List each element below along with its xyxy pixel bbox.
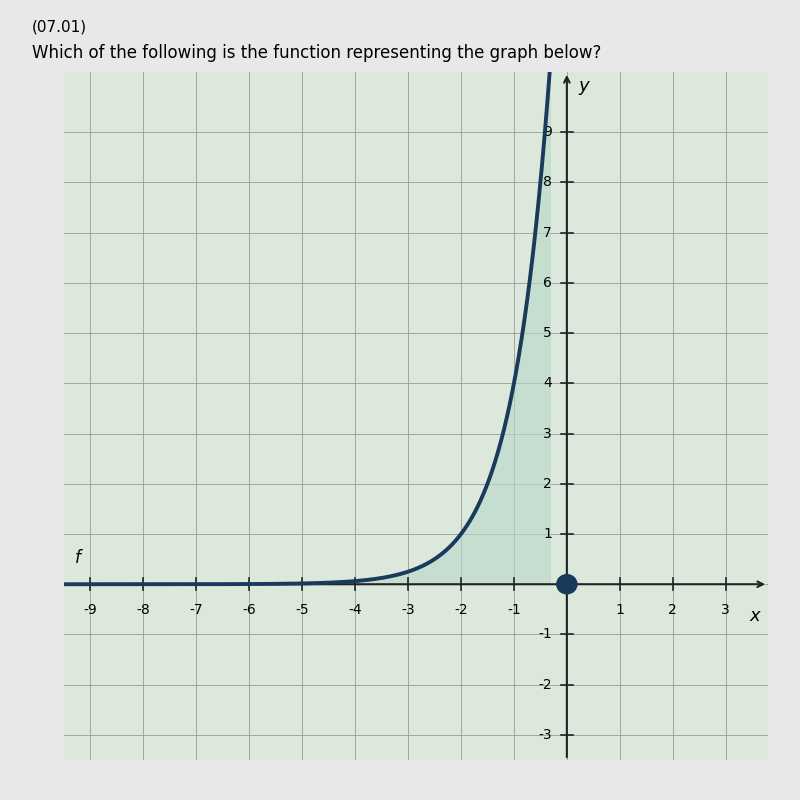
Text: 7: 7 [543,226,552,240]
Text: y: y [578,77,589,95]
Text: -3: -3 [538,728,552,742]
Text: 6: 6 [543,276,552,290]
Text: 1: 1 [615,603,624,618]
Text: -2: -2 [538,678,552,692]
Text: 2: 2 [668,603,677,618]
Text: -1: -1 [507,603,521,618]
Text: -5: -5 [295,603,309,618]
Text: -2: -2 [454,603,468,618]
Text: 4: 4 [543,376,552,390]
Text: 3: 3 [543,426,552,441]
Text: (07.01): (07.01) [32,20,87,35]
Text: 8: 8 [543,175,552,190]
Text: 1: 1 [543,527,552,541]
Text: x: x [750,607,760,625]
Text: -3: -3 [402,603,415,618]
Text: 3: 3 [722,603,730,618]
Text: Which of the following is the function representing the graph below?: Which of the following is the function r… [32,44,602,62]
Text: 5: 5 [543,326,552,340]
Text: -8: -8 [137,603,150,618]
Text: f: f [74,549,81,566]
Text: 9: 9 [543,126,552,139]
Text: -1: -1 [538,627,552,642]
Text: -7: -7 [190,603,203,618]
Text: -6: -6 [242,603,256,618]
Text: 2: 2 [543,477,552,490]
Text: -4: -4 [348,603,362,618]
Text: -9: -9 [83,603,98,618]
Circle shape [558,575,576,594]
